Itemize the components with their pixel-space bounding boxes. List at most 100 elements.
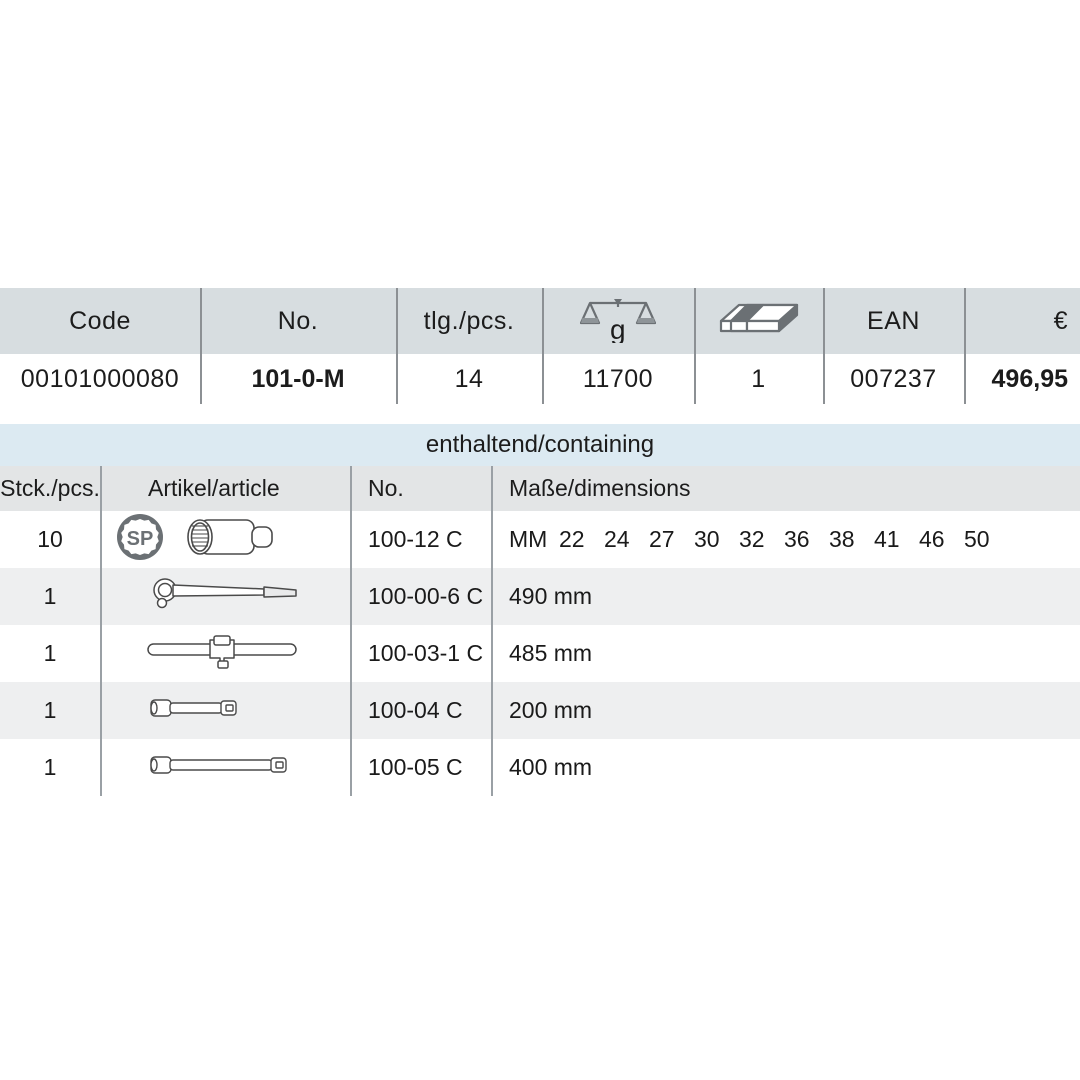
column-divider	[694, 288, 696, 404]
value-cell-pcs: 14	[396, 354, 542, 404]
row-dimensions: 200 mm	[491, 697, 1080, 724]
row-no-label: 100-03-1 C	[368, 640, 484, 666]
row-no-label: 100-12 C	[368, 526, 463, 552]
sliding-t-handle-icon	[114, 631, 300, 676]
row-no: 100-04 C	[350, 697, 491, 724]
dimension-list: MM 22 24 27 30 32 36 38 41 46 50	[509, 526, 1009, 553]
header-cell-currency: €	[964, 288, 1080, 354]
contents-header-row: Stck./pcs. Artikel/article No. Maße/dime…	[0, 466, 1080, 511]
dimension-text: 485 mm	[509, 640, 593, 666]
row-article-icons: SP	[100, 510, 350, 569]
svg-text:SP: SP	[127, 528, 154, 550]
column-divider	[200, 288, 202, 404]
row-article-icons	[100, 631, 350, 676]
value-cell-weight: 11700	[542, 354, 694, 404]
row-article-icons	[100, 753, 350, 782]
header-label-pcs: tlg./pcs.	[423, 306, 515, 335]
column-divider	[964, 288, 966, 404]
article-icon-group: SP	[114, 510, 278, 569]
value-pcs: 14	[454, 364, 484, 393]
dimension-text: 200 mm	[509, 697, 593, 723]
dimension-value: 46	[919, 526, 945, 552]
value-price: 496,95	[991, 364, 1068, 393]
column-divider	[823, 288, 825, 404]
row-dimensions: 490 mm	[491, 583, 1080, 610]
contents-table: Stck./pcs. Artikel/article No. Maße/dime…	[0, 466, 1080, 796]
header-cell-ean: EAN	[823, 288, 964, 354]
value-article-no: 101-0-M	[251, 364, 345, 393]
dimension-value: 38	[829, 526, 855, 552]
table-row: 1 100-04 C	[0, 682, 1080, 739]
contents-column-divider	[350, 466, 352, 796]
column-divider	[542, 288, 544, 404]
row-qty: 1	[0, 583, 100, 610]
value-cell-price: 496,95	[964, 354, 1080, 404]
row-qty: 1	[0, 640, 100, 667]
dimension-text: 490 mm	[509, 583, 593, 609]
contents-header-dimensions: Maße/dimensions	[491, 475, 1080, 502]
contents-column-divider	[491, 466, 493, 796]
dimension-value: 24	[604, 526, 630, 552]
socket-icon	[182, 510, 278, 569]
value-weight: 11700	[582, 364, 654, 393]
contents-column-divider	[100, 466, 102, 796]
ratchet-icon	[114, 577, 300, 616]
value-ean: 007237	[850, 364, 937, 393]
row-article-icons	[100, 696, 350, 725]
row-qty-label: 10	[37, 526, 63, 552]
extension-bar-short-icon	[114, 696, 242, 725]
product-table-header-row: Code No. tlg./pcs.	[0, 288, 1080, 354]
header-label-code: Code	[69, 306, 131, 335]
containing-label: enthaltend/containing	[425, 431, 655, 458]
dimension-text: 400 mm	[509, 754, 593, 780]
contents-header-no-label: No.	[368, 475, 404, 501]
containing-band: enthaltend/containing	[0, 424, 1080, 466]
euro-sign-icon: €	[1053, 306, 1068, 335]
table-row: 10 SP	[0, 511, 1080, 568]
dimension-value: 36	[784, 526, 810, 552]
dimension-value: 27	[649, 526, 675, 552]
row-no: 100-03-1 C	[350, 640, 491, 667]
package-box-icon	[717, 295, 801, 348]
header-cell-code: Code	[0, 288, 200, 354]
row-no: 100-12 C	[350, 526, 491, 553]
value-code: 00101000080	[20, 364, 180, 393]
row-qty: 10	[0, 526, 100, 553]
contents-header-article: Artikel/article	[100, 475, 350, 502]
header-cell-weight: g	[542, 288, 694, 354]
row-no-label: 100-04 C	[368, 697, 463, 723]
row-dimensions: 400 mm	[491, 754, 1080, 781]
product-summary-table: Code No. tlg./pcs.	[0, 288, 1080, 404]
row-article-icons	[100, 577, 350, 616]
dimension-value: 41	[874, 526, 900, 552]
row-dimensions: 485 mm	[491, 640, 1080, 667]
header-cell-package	[694, 288, 823, 354]
row-no: 100-00-6 C	[350, 583, 491, 610]
row-no-label: 100-00-6 C	[368, 583, 484, 609]
row-no: 100-05 C	[350, 754, 491, 781]
dimension-value: 30	[694, 526, 720, 552]
svg-text:g: g	[610, 314, 626, 343]
row-qty-label: 1	[43, 640, 57, 666]
product-table-value-row: 00101000080 101-0-M 14 11700 1 007237 49…	[0, 354, 1080, 404]
balance-scale-icon: g	[579, 293, 657, 350]
dimension-value: 22	[559, 526, 585, 552]
header-label-no: No.	[277, 306, 319, 335]
table-row: 1 100-05 C	[0, 739, 1080, 796]
table-row: 1 100-03-1 C 485	[0, 625, 1080, 682]
row-no-label: 100-05 C	[368, 754, 463, 780]
contents-header-qty: Stck./pcs.	[0, 475, 100, 502]
value-cell-no: 101-0-M	[200, 354, 396, 404]
table-row: 1 100-00-6 C	[0, 568, 1080, 625]
contents-header-article-label: Artikel/article	[148, 475, 280, 501]
sp-logo-icon: SP	[114, 511, 166, 568]
row-qty-label: 1	[43, 583, 57, 609]
contents-header-no: No.	[350, 475, 491, 502]
contents-header-qty-label: Stck./pcs.	[0, 475, 100, 501]
row-qty: 1	[0, 697, 100, 724]
dimension-value: 32	[739, 526, 765, 552]
value-cell-code: 00101000080	[0, 354, 200, 404]
row-qty-label: 1	[43, 697, 57, 723]
extension-bar-long-icon	[114, 753, 292, 782]
